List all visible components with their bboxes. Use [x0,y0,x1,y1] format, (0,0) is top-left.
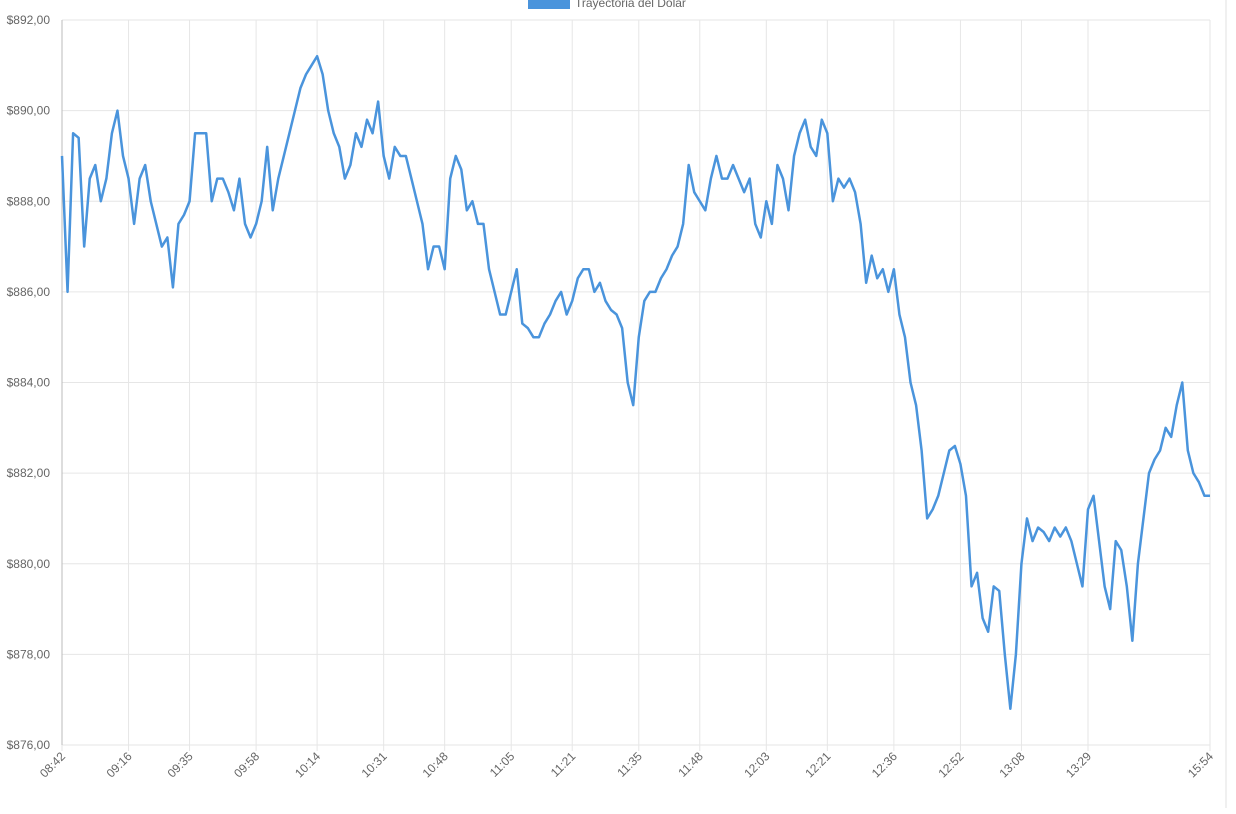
x-tick-label: 12:52 [935,749,966,780]
x-tick-label: 11:05 [487,749,518,780]
x-tick-label: 12:03 [741,749,772,780]
x-tick-label: 11:48 [675,749,706,780]
y-tick-label: $876,00 [7,738,51,752]
x-tick-label: 11:21 [548,749,579,780]
y-tick-label: $880,00 [7,557,51,571]
y-tick-label: $886,00 [7,285,51,299]
x-tick-label: 08:42 [37,749,68,780]
y-tick-label: $882,00 [7,466,51,480]
y-tick-label: $892,00 [7,13,51,27]
legend-label: Trayectoria del Dolar [575,0,686,10]
series-line [60,55,1210,710]
x-tick-label: 10:31 [359,749,390,780]
x-tick-label: 13:08 [996,749,1027,780]
y-tick-label: $890,00 [7,104,51,118]
y-tick-label: $884,00 [7,376,51,390]
x-tick-label: 09:16 [104,749,135,780]
x-tick-label: 10:48 [420,749,451,780]
y-tick-label: $878,00 [7,647,51,661]
x-tick-label: 12:21 [802,749,833,780]
legend-swatch [528,0,570,9]
x-tick-label: 11:35 [614,749,645,780]
x-tick-label: 15:54 [1185,749,1216,780]
x-tick-label: 09:35 [165,749,196,780]
x-tick-label: 13:29 [1063,749,1094,780]
x-tick-label: 10:14 [292,749,323,780]
y-tick-label: $888,00 [7,194,51,208]
x-tick-label: 09:58 [231,749,262,780]
x-tick-label: 12:36 [869,749,900,780]
